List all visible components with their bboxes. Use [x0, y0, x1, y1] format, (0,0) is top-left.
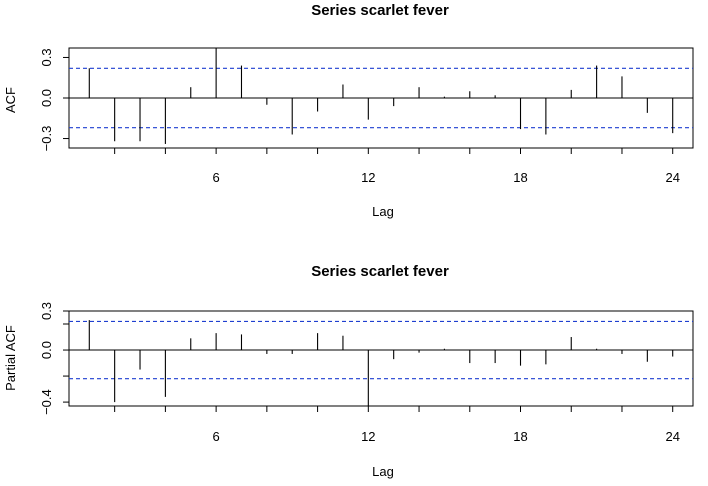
acf-y-axis-label: ACF: [3, 87, 18, 113]
acf-x-tick-label-12: 12: [361, 170, 375, 185]
pacf-x-tick-label-18: 18: [513, 429, 527, 444]
pacf-y-tick-label-0: 0.0: [39, 341, 54, 359]
acf-chart-title: Series scarlet fever: [311, 2, 449, 19]
acf-marks: 6 12 18 24 −0.3 0.0 0.3: [39, 48, 693, 185]
acf-y-tick-label-0p3: 0.3: [39, 48, 54, 66]
acf-panel: Series scarlet fever Lag ACF 6 12 18 24 −0.3…: [3, 2, 694, 219]
pacf-marks: 6 12 18 24 −0.4 0.0 0.3: [39, 302, 693, 444]
pacf-plot-frame: [68, 310, 694, 407]
acf-x-tick-label-6: 6: [213, 170, 220, 185]
pacf-x-tick-label-6: 6: [213, 429, 220, 444]
pacf-y-axis-label: Partial ACF: [3, 325, 18, 391]
pacf-x-axis-label: Lag: [372, 464, 394, 479]
pacf-panel: Series scarlet fever Lag Partial ACF 6 12…: [3, 263, 694, 479]
pacf-y-tick-label-neg0p4: −0.4: [39, 389, 54, 415]
acf-y-tick-label-0: 0.0: [39, 89, 54, 107]
acf-x-tick-label-24: 24: [665, 170, 679, 185]
acf-x-axis-label: Lag: [372, 204, 394, 219]
pacf-y-tick-label-0p3: 0.3: [39, 302, 54, 320]
pacf-x-tick-label-24: 24: [665, 429, 679, 444]
acf-y-tick-label-neg0p3: −0.3: [39, 126, 54, 152]
pacf-chart-title: Series scarlet fever: [311, 263, 449, 280]
pacf-x-tick-label-12: 12: [361, 429, 375, 444]
acf-x-tick-label-18: 18: [513, 170, 527, 185]
